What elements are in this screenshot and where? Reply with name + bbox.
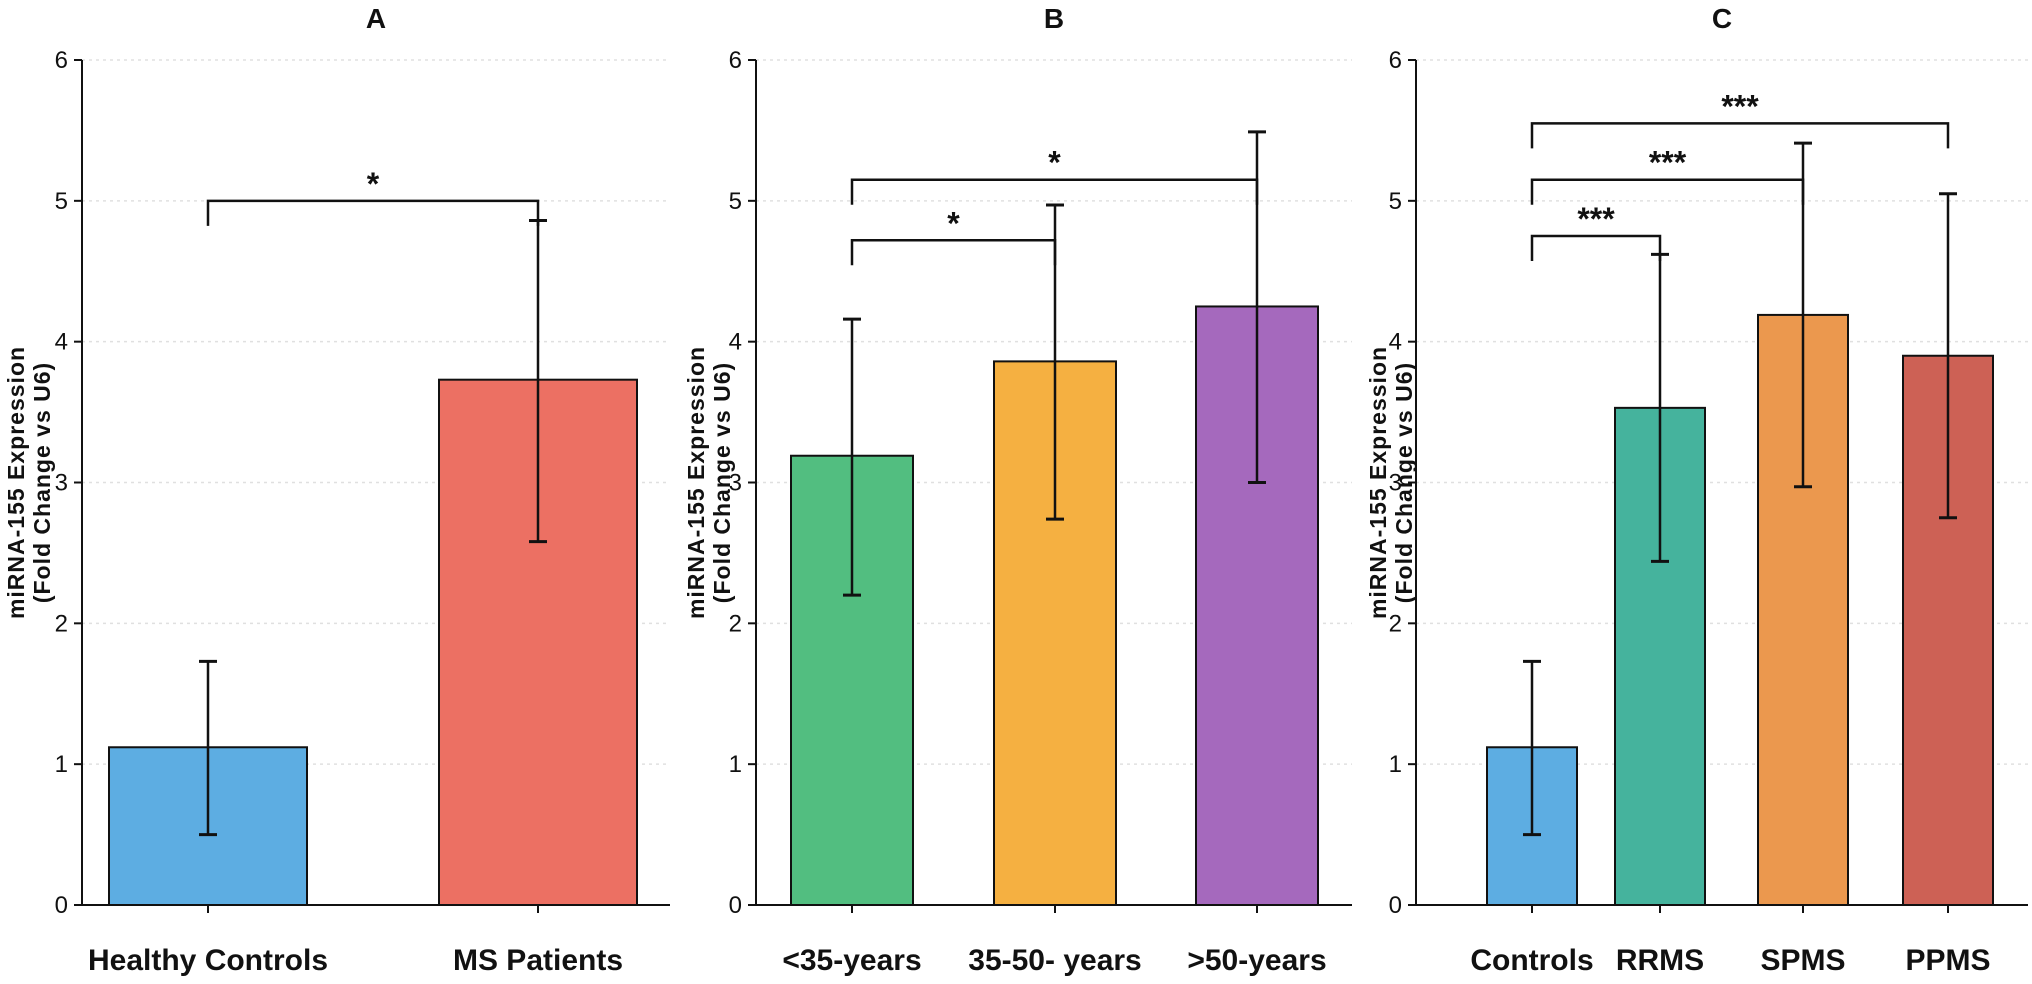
y-tick-label: 2 bbox=[1389, 610, 1402, 637]
x-tick-label: PPMS bbox=[1905, 944, 1990, 977]
x-tick-label: >50-years bbox=[1187, 944, 1326, 977]
x-tick-label: Controls bbox=[1470, 944, 1593, 977]
y-tick-label: 6 bbox=[1389, 47, 1402, 74]
significance-bracket bbox=[850, 239, 1057, 266]
significance-label: *** bbox=[1721, 88, 1759, 124]
significance-bracket bbox=[1530, 178, 1805, 205]
x-tick-label: MS Patients bbox=[453, 944, 623, 977]
y-tick-label: 6 bbox=[729, 47, 742, 74]
y-tick-label: 1 bbox=[1389, 751, 1402, 778]
y-tick-label: 4 bbox=[1389, 329, 1402, 356]
x-tick-label: SPMS bbox=[1760, 944, 1845, 977]
y-axis-label: miRNA-155 Expression bbox=[1365, 346, 1391, 619]
y-tick-label: 4 bbox=[729, 329, 742, 356]
y-tick-label: 5 bbox=[55, 188, 68, 215]
significance-label: * bbox=[367, 166, 380, 202]
y-axis-label: miRNA-155 Expression bbox=[683, 346, 709, 619]
y-tick-label: 2 bbox=[55, 610, 68, 637]
y-tick-label: 6 bbox=[55, 47, 68, 74]
y-tick-label: 3 bbox=[729, 470, 742, 497]
y-axis-label: (Fold Change vs U6) bbox=[29, 362, 55, 603]
significance-bracket bbox=[1530, 122, 1950, 149]
y-tick-label: 2 bbox=[729, 610, 742, 637]
y-tick-label: 0 bbox=[1389, 892, 1402, 919]
y-tick-label: 3 bbox=[1389, 470, 1402, 497]
significance-bracket bbox=[1530, 234, 1662, 262]
panel-title: A bbox=[366, 3, 386, 34]
panel-title: B bbox=[1044, 3, 1064, 34]
y-tick-label: 5 bbox=[1389, 188, 1402, 215]
significance-label: * bbox=[1048, 145, 1061, 181]
y-axis-label: (Fold Change vs U6) bbox=[1391, 362, 1417, 603]
significance-label: * bbox=[947, 205, 960, 241]
y-axis-label: (Fold Change vs U6) bbox=[709, 362, 735, 603]
significance-bracket bbox=[850, 178, 1259, 205]
significance-label: *** bbox=[1649, 145, 1687, 181]
y-tick-label: 1 bbox=[55, 751, 68, 778]
y-tick-label: 1 bbox=[729, 751, 742, 778]
y-tick-label: 3 bbox=[55, 470, 68, 497]
y-tick-label: 5 bbox=[729, 188, 742, 215]
y-tick-label: 0 bbox=[729, 892, 742, 919]
x-tick-label: RRMS bbox=[1616, 944, 1704, 977]
x-tick-label: Healthy Controls bbox=[88, 944, 328, 977]
panel-title: C bbox=[1712, 3, 1732, 34]
y-axis-label: miRNA-155 Expression bbox=[3, 346, 29, 619]
significance-label: *** bbox=[1577, 201, 1615, 237]
x-tick-label: <35-years bbox=[782, 944, 921, 977]
y-tick-label: 4 bbox=[55, 329, 68, 356]
significance-bracket bbox=[206, 199, 540, 226]
y-tick-label: 0 bbox=[55, 892, 68, 919]
x-tick-label: 35-50- years bbox=[968, 944, 1141, 977]
